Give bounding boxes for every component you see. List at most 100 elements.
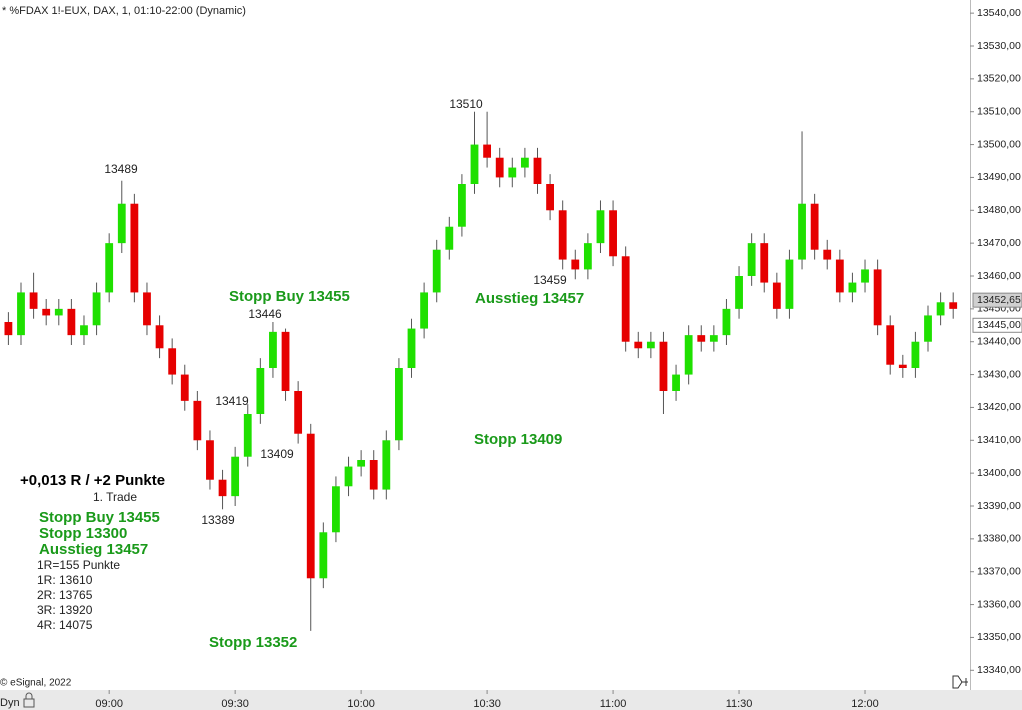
trade-target: 4R: 14075 — [37, 618, 93, 632]
x-tick-label: 10:00 — [347, 698, 375, 710]
candle-body — [873, 269, 882, 326]
mode-label: Dyn — [0, 697, 20, 709]
candle-body — [785, 259, 794, 309]
candle-body — [29, 292, 38, 309]
y-tick-label: 13420,00 — [977, 401, 1021, 413]
candle-body — [445, 226, 454, 250]
y-tick-label: 13400,00 — [977, 467, 1021, 479]
candle-body — [760, 243, 769, 283]
x-tick-label: 11:30 — [726, 698, 753, 710]
candle-body — [823, 249, 832, 260]
candle-body — [17, 292, 25, 336]
candle-body — [243, 414, 252, 457]
copyright: © eSignal, 2022 — [0, 678, 72, 689]
annotation: Stopp 13352 — [209, 634, 297, 651]
candle-body — [168, 348, 177, 375]
y-tick-label: 13530,00 — [977, 40, 1021, 52]
y-tick-label: 13430,00 — [977, 368, 1021, 380]
x-tick-label: 12:00 — [851, 698, 879, 710]
annotation: Ausstieg 13457 — [475, 290, 584, 307]
lock-icon[interactable] — [23, 692, 35, 708]
candle-body — [596, 210, 605, 244]
candle-body — [810, 203, 819, 250]
candle-body — [206, 440, 214, 480]
candle-body — [67, 308, 76, 336]
candle-body — [495, 157, 504, 178]
candle-body — [558, 210, 567, 260]
candle-body — [546, 184, 554, 211]
candle-body — [571, 259, 580, 270]
candle-body — [218, 479, 227, 497]
candle-body — [483, 144, 492, 158]
candle-body — [861, 269, 869, 283]
annotation: Stopp Buy 13455 — [229, 288, 350, 305]
candle-body — [735, 276, 743, 309]
point-label: 13419 — [215, 394, 249, 408]
y-tick-label: 13470,00 — [977, 237, 1021, 249]
candle-body — [709, 335, 718, 342]
candle-body — [609, 210, 617, 257]
y-tick-label: 13350,00 — [977, 631, 1021, 643]
price-marker-label: 13452,65 — [977, 294, 1021, 306]
candle-body — [319, 532, 328, 579]
candle-body — [835, 259, 844, 293]
candle-body — [533, 157, 542, 184]
candle-body — [722, 308, 731, 336]
candle-body — [621, 256, 630, 342]
candle-body — [520, 157, 529, 168]
price-marker-label: 13445,00 — [977, 319, 1021, 331]
candle-body — [382, 440, 391, 490]
x-tick-label: 10:30 — [473, 698, 501, 710]
candle-body — [155, 325, 164, 349]
point-label: 13489 — [104, 162, 138, 176]
candle-body — [180, 374, 189, 401]
candle-body — [684, 335, 693, 375]
y-tick-label: 13540,00 — [977, 7, 1021, 19]
candle-body — [130, 203, 139, 293]
candle-body — [4, 322, 13, 336]
x-tick-label: 09:30 — [221, 698, 249, 710]
trade-target: 3R: 13920 — [37, 603, 93, 617]
trade-target: 1R: 13610 — [37, 573, 93, 587]
candle-body — [672, 374, 680, 391]
y-tick-label: 13370,00 — [977, 565, 1021, 577]
candle-body — [470, 144, 479, 184]
y-tick-label: 13360,00 — [977, 598, 1021, 610]
candle-body — [332, 486, 340, 533]
point-label: 13459 — [533, 273, 567, 287]
candle-body — [848, 282, 857, 293]
candle-body — [407, 328, 416, 368]
candle-body — [697, 335, 706, 342]
candle-body — [747, 243, 756, 276]
candle-body — [344, 466, 353, 487]
candle-body — [583, 243, 592, 270]
y-tick-label: 13510,00 — [977, 105, 1021, 117]
candle-body — [949, 302, 958, 309]
candle-body — [294, 391, 303, 434]
y-tick-label: 13500,00 — [977, 138, 1021, 150]
scroll-icon[interactable] — [952, 675, 968, 689]
candle-body — [911, 341, 920, 368]
y-tick-label: 13480,00 — [977, 204, 1021, 216]
candle-body — [457, 184, 466, 227]
candle-body — [357, 460, 366, 467]
candle-body — [92, 292, 101, 326]
candle-body — [256, 368, 265, 414]
y-tick-label: 13440,00 — [977, 335, 1021, 347]
y-tick-label: 13390,00 — [977, 500, 1021, 512]
candle-body — [898, 364, 907, 368]
candle-body — [42, 308, 51, 316]
trade-target: 1R=155 Punkte — [37, 558, 120, 572]
candle-body — [432, 249, 441, 293]
x-tick-label: 11:00 — [600, 698, 627, 710]
trade-order: Stopp Buy 13455 — [39, 509, 160, 526]
trade-result: +0,013 R / +2 Punkte — [20, 472, 165, 489]
trade-target: 2R: 13765 — [37, 588, 93, 602]
chart-title: * %FDAX 1!-EUX, DAX, 1, 01:10-22:00 (Dyn… — [2, 5, 246, 17]
y-tick-label: 13490,00 — [977, 171, 1021, 183]
trade-number: 1. Trade — [93, 490, 137, 504]
candle-body — [369, 460, 378, 490]
candle-body — [117, 203, 126, 244]
